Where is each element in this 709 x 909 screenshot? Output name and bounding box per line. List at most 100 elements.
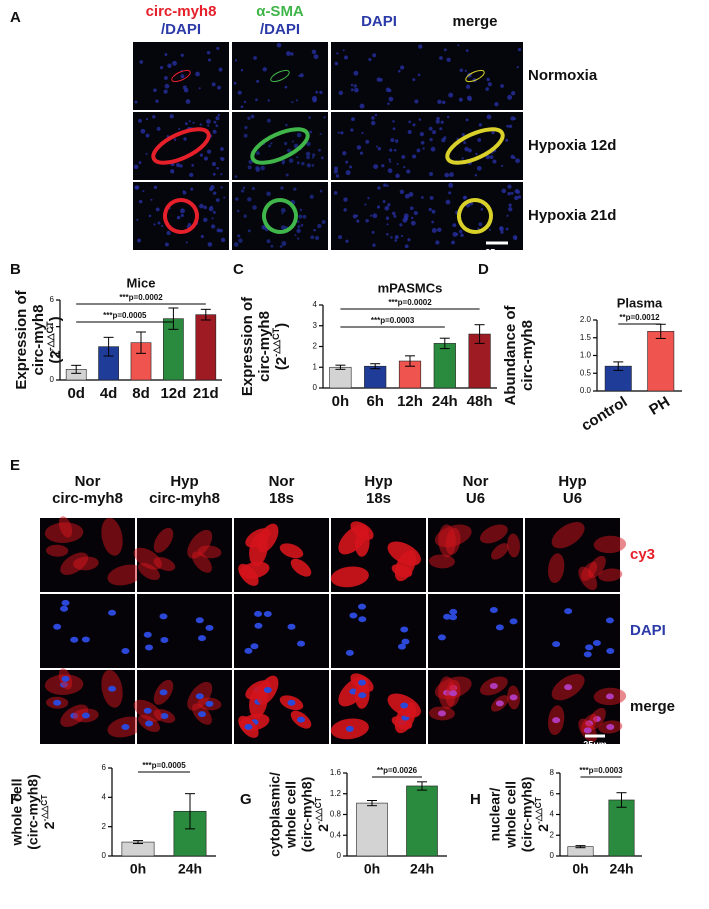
nucleus — [255, 167, 261, 172]
nucleus — [200, 234, 204, 239]
nucleus — [410, 220, 416, 226]
nucleus — [410, 216, 414, 220]
nucleus — [443, 48, 447, 52]
nucleus — [376, 205, 381, 209]
y-label-line: (circ-myh8) — [25, 774, 41, 849]
nucleus — [223, 196, 226, 199]
vessel — [151, 127, 211, 165]
nucleus — [488, 228, 491, 231]
formula-sup: -△△CT — [533, 796, 543, 824]
nucleus — [419, 131, 424, 137]
nucleus — [311, 49, 317, 55]
error-bar — [405, 355, 415, 367]
x-tick-label: 24h — [609, 861, 633, 877]
y-label-formula: 2-△△CT — [313, 796, 330, 832]
nucleus — [506, 214, 509, 217]
nucleus — [349, 612, 358, 619]
nucleus — [585, 644, 594, 651]
nucleus — [477, 227, 480, 230]
column-header: /DAPI — [161, 21, 201, 38]
nucleus — [296, 220, 300, 223]
nucleus — [382, 200, 386, 203]
nucleus — [235, 197, 239, 201]
cell — [45, 544, 69, 557]
nucleus — [267, 99, 270, 102]
nucleus — [287, 148, 291, 153]
formula-end: ) — [273, 323, 290, 328]
nucleus — [161, 224, 164, 228]
y-tick-label: 0.5 — [580, 368, 592, 377]
cell — [428, 554, 455, 569]
nucleus — [236, 209, 240, 213]
nucleus — [60, 605, 69, 612]
nucleus — [435, 119, 440, 124]
nucleus — [314, 235, 320, 241]
formula-base: 2 — [41, 821, 57, 829]
significance-label: ***p=0.0005 — [103, 311, 147, 320]
nucleus — [217, 85, 222, 90]
nucleus — [164, 53, 168, 56]
nucleus — [145, 117, 149, 121]
nucleus — [197, 711, 206, 718]
nucleus — [299, 208, 303, 212]
nucleus — [351, 117, 355, 122]
nucleus — [143, 707, 152, 714]
nucleus — [418, 118, 422, 121]
nucleus — [213, 191, 217, 195]
nucleus — [148, 214, 152, 218]
nucleus — [211, 224, 216, 229]
nucleus — [306, 155, 310, 160]
nucleus — [197, 635, 206, 642]
nucleus — [373, 164, 379, 170]
column-header: U6 — [466, 490, 485, 507]
nucleus — [293, 143, 299, 149]
nucleus — [358, 616, 367, 623]
nucleus — [397, 69, 401, 73]
nucleus — [263, 687, 272, 694]
bar — [121, 841, 155, 857]
nucleus — [244, 125, 248, 130]
cell — [578, 566, 598, 591]
nucleus — [505, 227, 509, 231]
bar — [364, 365, 387, 389]
nucleus — [449, 172, 454, 177]
nucleus — [173, 138, 177, 141]
nucleus — [401, 154, 406, 159]
cell — [491, 543, 509, 560]
nucleus — [250, 114, 255, 119]
nucleus — [296, 132, 302, 138]
row-label: cy3 — [630, 546, 655, 563]
nucleus — [350, 128, 354, 132]
column-header: merge — [452, 13, 497, 30]
nucleus — [172, 60, 177, 66]
nucleus — [564, 608, 573, 615]
significance-label: ***p=0.0002 — [388, 298, 432, 307]
nucleus — [312, 153, 316, 157]
nucleus — [354, 87, 359, 93]
chart-title: Plasma — [617, 295, 663, 310]
nucleus — [179, 164, 183, 168]
nucleus — [220, 237, 226, 243]
nucleus — [338, 235, 343, 240]
vessel — [262, 198, 298, 234]
nucleus — [414, 99, 419, 104]
nucleus — [160, 637, 169, 644]
error-bar — [474, 324, 485, 344]
bar — [195, 314, 217, 381]
nucleus — [492, 159, 497, 164]
nucleus — [266, 118, 271, 123]
nucleus — [254, 610, 263, 617]
vessel — [457, 198, 493, 234]
nucleus — [458, 229, 463, 234]
nucleus — [284, 141, 288, 146]
nucleus — [469, 201, 474, 206]
nucleus — [507, 94, 513, 100]
nucleus — [429, 172, 434, 177]
nucleus — [205, 624, 214, 631]
nucleus — [253, 56, 257, 60]
cell — [191, 551, 212, 573]
nucleus — [508, 207, 513, 212]
nucleus — [364, 203, 367, 206]
nucleus — [247, 116, 251, 121]
nucleus — [387, 168, 393, 174]
